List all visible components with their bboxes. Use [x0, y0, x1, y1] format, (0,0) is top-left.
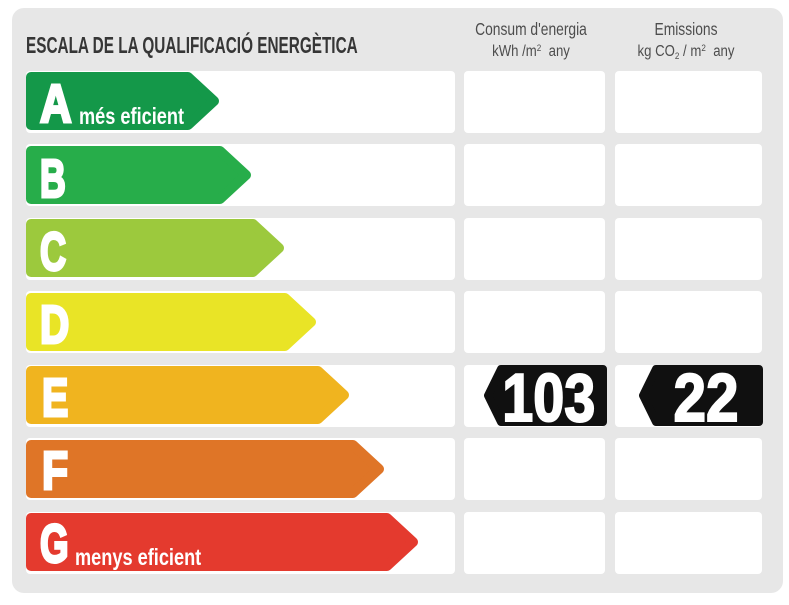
svg-text:22: 22 [673, 365, 738, 426]
svg-text:103: 103 [502, 365, 595, 426]
